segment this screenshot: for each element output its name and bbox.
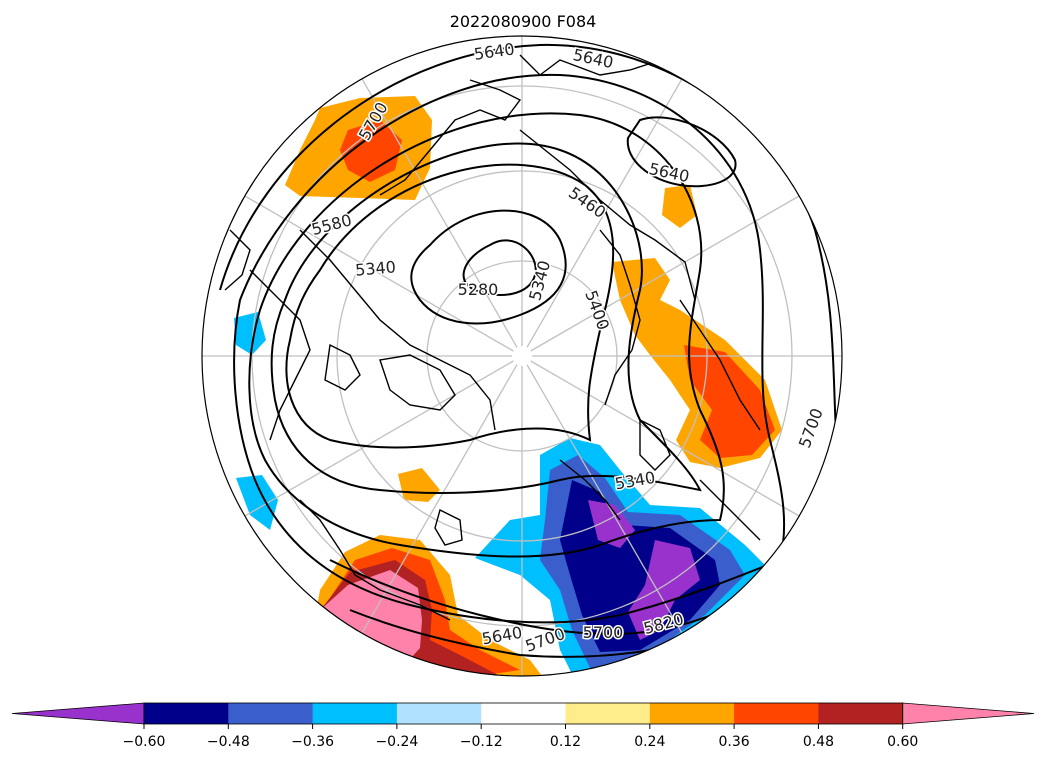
contour-label: 5280 <box>458 280 499 299</box>
colorbar-outline <box>143 702 904 725</box>
colorbar-tick-label: −0.60 <box>123 734 166 750</box>
colorbar-tick-label: 0.36 <box>719 734 750 750</box>
colorbar-tick-label: 0.48 <box>803 734 834 750</box>
figure-title: 2022080900 F084 <box>450 12 597 31</box>
meridian-line <box>530 360 809 522</box>
colorbar: −0.60 −0.48 −0.36 −0.24 −0.12 0.12 0.24 0.36 0.4… <box>11 702 1035 750</box>
colorbar-segment <box>481 703 566 724</box>
colorbar-tick-label: 0.24 <box>634 734 665 750</box>
contour-label: 5340 <box>354 257 396 279</box>
meridian-line <box>235 190 514 352</box>
meridian-line <box>356 69 518 348</box>
contour-label: 5700 <box>583 623 624 642</box>
meridian-line <box>530 190 809 352</box>
colorbar-segment <box>228 703 314 724</box>
negative-anomaly-peak <box>628 540 700 640</box>
colorbar-tick-label: −0.24 <box>375 734 418 750</box>
coastlines <box>224 54 761 621</box>
meridian-line <box>356 364 518 643</box>
colorbar-tick-label: 0.12 <box>550 734 581 750</box>
colorbar-segment <box>734 703 819 724</box>
meridian-line <box>526 69 688 348</box>
colorbar-extension-max <box>902 702 1035 725</box>
meridian-line <box>235 360 514 522</box>
colorbar-tick-label: −0.12 <box>460 734 503 750</box>
positive-anomaly-core <box>340 120 402 182</box>
colorbar-segment <box>312 703 398 724</box>
negative-anomaly-region <box>234 312 266 355</box>
colorbar-extension-min <box>11 702 145 725</box>
colorbar-segment <box>144 703 229 724</box>
colorbar-segment <box>818 703 904 724</box>
map-boundary <box>201 35 843 677</box>
graticule <box>202 36 842 676</box>
colorbar-segment <box>396 703 482 724</box>
colorbar-tick-label: −0.36 <box>291 734 334 750</box>
colorbar-segment <box>565 703 651 724</box>
colorbar-tick-label: 0.60 <box>887 734 918 750</box>
negative-anomaly-region <box>236 475 278 530</box>
colorbar-segment <box>649 703 735 724</box>
colorbar-tick-label: −0.48 <box>207 734 250 750</box>
